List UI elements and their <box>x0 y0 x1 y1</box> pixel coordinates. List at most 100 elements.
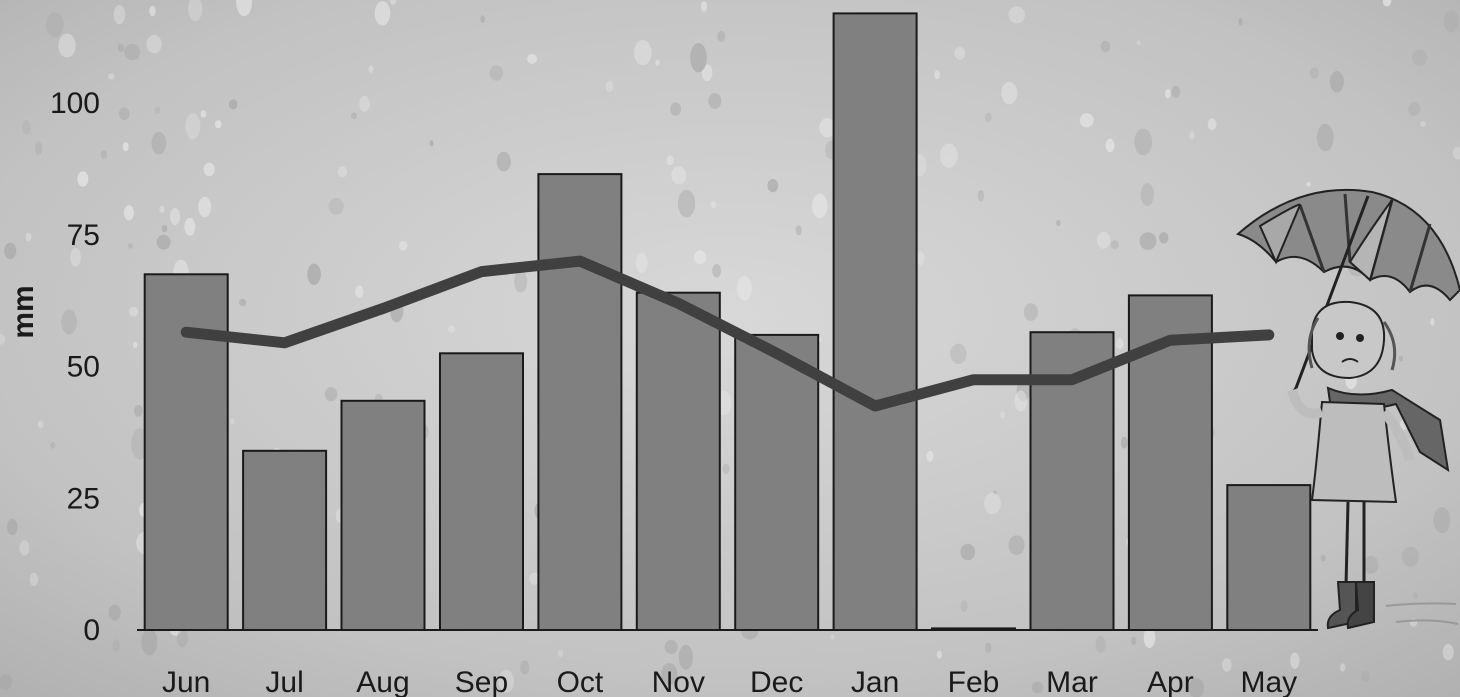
raindrop <box>355 285 364 298</box>
raindrop <box>670 102 681 116</box>
raindrop <box>1316 123 1334 152</box>
x-tick-label: Aug <box>356 666 409 697</box>
x-tick-label: Dec <box>750 666 803 697</box>
raindrop <box>1443 10 1460 33</box>
raindrop <box>1031 681 1044 694</box>
raindrop <box>1121 436 1128 449</box>
raindrop <box>58 33 76 58</box>
raindrop <box>977 190 985 202</box>
x-tick-label: Feb <box>948 666 1000 697</box>
raindrop <box>1140 183 1154 206</box>
bar-jan <box>832 12 918 631</box>
raindrop <box>1134 128 1153 156</box>
raindrop <box>1430 318 1435 326</box>
raindrop <box>985 642 992 654</box>
raindrop <box>156 234 171 250</box>
raindrop <box>398 241 408 251</box>
raindrop <box>359 95 370 112</box>
raindrop <box>124 43 141 61</box>
raindrop <box>159 205 165 213</box>
girl-with-umbrella-icon <box>1235 188 1460 630</box>
x-tick-label: Sep <box>455 666 508 697</box>
raindrop <box>4 242 17 260</box>
raindrop <box>1207 118 1217 131</box>
raindrop <box>1000 410 1005 419</box>
raindrop <box>678 644 694 670</box>
raindrop <box>520 660 530 675</box>
raindrop <box>50 442 56 449</box>
y-tick-label: 25 <box>67 482 100 515</box>
x-tick-label: Nov <box>652 666 705 697</box>
raindrop <box>712 263 722 278</box>
x-axis-ticks: Jun Jul Aug Sep Oct Nov Dec Jan Feb Mar Apr May <box>162 666 1297 697</box>
y-tick-label: 0 <box>83 614 100 647</box>
raindrop <box>557 649 564 658</box>
raindrop <box>1105 138 1115 153</box>
raindrop <box>22 120 31 135</box>
raindrop <box>1413 592 1418 600</box>
raindrop <box>514 270 528 293</box>
raindrop <box>940 143 958 168</box>
raindrop <box>1360 670 1371 682</box>
raindrop <box>527 53 537 64</box>
raindrop <box>77 171 89 187</box>
raindrop <box>239 298 247 307</box>
raindrop <box>236 0 252 17</box>
raindrop <box>230 418 235 425</box>
raindrop <box>200 110 207 118</box>
raindrop <box>337 166 348 178</box>
y-axis-title: mm <box>7 285 40 338</box>
raindrop <box>1420 121 1426 127</box>
raindrop <box>374 1 391 26</box>
raindrop <box>108 604 121 621</box>
raindrop <box>34 141 43 156</box>
raindrop <box>1008 535 1025 555</box>
raindrop <box>498 669 515 693</box>
raindrop <box>1139 232 1157 251</box>
raindrop <box>1136 40 1141 46</box>
raindrop <box>1165 88 1171 99</box>
raindrop <box>1189 131 1195 140</box>
raindrop <box>447 325 456 333</box>
raindrop <box>664 640 678 654</box>
raindrop <box>1001 81 1018 105</box>
raindrop <box>118 107 130 121</box>
raindrop <box>7 518 18 536</box>
raindrop <box>1401 546 1419 567</box>
bar-may <box>1226 484 1312 631</box>
raindrop <box>203 162 215 177</box>
line-series <box>180 255 1275 412</box>
raindrop <box>188 0 203 22</box>
raindrop <box>117 43 125 52</box>
raindrop <box>1023 303 1038 321</box>
raindrop <box>1056 219 1061 227</box>
y-tick-label: 50 <box>67 351 100 384</box>
raindrop <box>635 252 648 273</box>
raindrop <box>830 634 835 640</box>
raindrop <box>307 263 321 286</box>
raindrop <box>694 250 707 265</box>
raindrop <box>1008 6 1025 24</box>
raindrop <box>122 142 129 152</box>
raindrop <box>1222 658 1232 672</box>
raindrop <box>151 131 167 155</box>
raindrop <box>324 387 338 402</box>
raindrop <box>328 197 344 215</box>
raindrop <box>671 166 687 185</box>
raindrop <box>1433 506 1451 534</box>
raindrop <box>984 492 1001 515</box>
raindrop <box>161 225 168 233</box>
raindrop <box>934 70 940 80</box>
raindrop <box>127 242 134 249</box>
raindrop <box>170 207 180 226</box>
raindrop <box>177 629 188 648</box>
raindrop <box>960 543 976 561</box>
x-tick-label: May <box>1240 666 1297 697</box>
raindrop <box>701 64 713 82</box>
raindrop <box>1309 67 1320 79</box>
raindrop <box>1382 0 1392 7</box>
x-tick-label: Oct <box>557 666 604 697</box>
raindrop <box>1363 555 1379 574</box>
